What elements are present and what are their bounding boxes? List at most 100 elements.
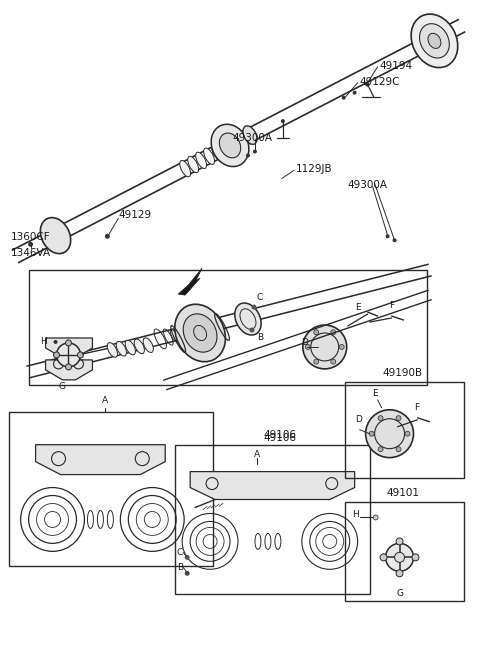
Text: 49106: 49106 <box>264 433 296 443</box>
Circle shape <box>314 359 319 364</box>
Text: 1129JB: 1129JB <box>296 164 333 175</box>
Text: B: B <box>177 563 183 572</box>
Circle shape <box>77 352 84 358</box>
Circle shape <box>378 416 383 420</box>
Ellipse shape <box>116 342 126 356</box>
Text: 49190B: 49190B <box>383 368 422 378</box>
Text: G: G <box>396 589 403 598</box>
Circle shape <box>396 570 403 577</box>
Circle shape <box>246 154 250 158</box>
Circle shape <box>105 234 110 239</box>
Polygon shape <box>178 268 202 295</box>
Circle shape <box>253 150 257 154</box>
Circle shape <box>405 431 410 436</box>
Circle shape <box>331 330 336 335</box>
Circle shape <box>393 238 396 242</box>
Circle shape <box>303 325 347 369</box>
Polygon shape <box>46 360 93 380</box>
Circle shape <box>396 447 401 451</box>
Circle shape <box>65 364 72 370</box>
Bar <box>175 445 370 594</box>
Ellipse shape <box>134 339 144 354</box>
Text: H: H <box>41 337 48 346</box>
Ellipse shape <box>411 14 458 68</box>
Text: D: D <box>301 338 308 347</box>
Ellipse shape <box>175 305 226 361</box>
Ellipse shape <box>220 140 230 156</box>
Ellipse shape <box>211 124 249 167</box>
Circle shape <box>366 410 413 457</box>
Circle shape <box>185 555 190 560</box>
Text: E: E <box>355 303 360 312</box>
Text: D: D <box>355 415 361 424</box>
Polygon shape <box>46 338 93 358</box>
Text: C: C <box>257 293 263 302</box>
Circle shape <box>353 91 357 95</box>
Circle shape <box>366 83 370 87</box>
Text: C: C <box>177 548 183 557</box>
Circle shape <box>250 328 254 332</box>
Ellipse shape <box>143 338 154 352</box>
Circle shape <box>314 330 319 335</box>
Text: 1346VA: 1346VA <box>11 248 51 258</box>
Ellipse shape <box>196 152 206 169</box>
Text: G: G <box>59 382 66 391</box>
Ellipse shape <box>183 314 217 352</box>
Circle shape <box>339 344 344 350</box>
Text: A: A <box>254 449 260 459</box>
Circle shape <box>378 447 383 451</box>
Text: F: F <box>390 301 395 310</box>
Polygon shape <box>190 471 355 500</box>
Ellipse shape <box>107 343 118 357</box>
Circle shape <box>252 305 256 310</box>
Text: 49101: 49101 <box>386 487 419 498</box>
Ellipse shape <box>180 160 191 177</box>
Text: E: E <box>372 389 377 398</box>
Circle shape <box>54 352 60 358</box>
Text: A: A <box>102 396 108 404</box>
Circle shape <box>396 538 403 545</box>
Circle shape <box>281 119 285 123</box>
Polygon shape <box>36 445 165 475</box>
Ellipse shape <box>188 156 199 173</box>
Text: 49129C: 49129C <box>360 77 400 87</box>
Circle shape <box>185 571 190 576</box>
Circle shape <box>57 343 81 367</box>
Ellipse shape <box>125 340 135 355</box>
Text: F: F <box>415 403 420 412</box>
Ellipse shape <box>212 144 223 160</box>
Circle shape <box>380 554 387 561</box>
Circle shape <box>395 552 405 562</box>
Ellipse shape <box>420 24 449 58</box>
Circle shape <box>412 554 419 561</box>
Circle shape <box>342 96 346 100</box>
Circle shape <box>373 515 378 520</box>
Circle shape <box>396 416 401 420</box>
Bar <box>345 382 464 477</box>
Text: 49300A: 49300A <box>232 132 272 142</box>
Ellipse shape <box>243 126 257 144</box>
Circle shape <box>65 340 72 346</box>
Ellipse shape <box>235 303 261 335</box>
Text: 49129: 49129 <box>119 211 152 220</box>
Bar <box>345 502 464 601</box>
Circle shape <box>369 431 374 436</box>
Circle shape <box>385 234 390 238</box>
Ellipse shape <box>40 218 71 254</box>
Circle shape <box>28 242 33 247</box>
Circle shape <box>305 344 310 350</box>
Text: H: H <box>352 510 359 519</box>
Ellipse shape <box>428 33 441 48</box>
Ellipse shape <box>219 133 240 158</box>
Text: B: B <box>257 333 263 342</box>
Circle shape <box>385 544 413 571</box>
Circle shape <box>331 359 336 364</box>
Bar <box>29 270 428 385</box>
Text: 1360CF: 1360CF <box>11 232 50 242</box>
Text: 49194: 49194 <box>380 61 413 71</box>
Text: 49106: 49106 <box>264 430 296 440</box>
Circle shape <box>54 340 58 344</box>
Bar <box>9 412 213 566</box>
Ellipse shape <box>204 148 215 164</box>
Circle shape <box>365 81 369 85</box>
